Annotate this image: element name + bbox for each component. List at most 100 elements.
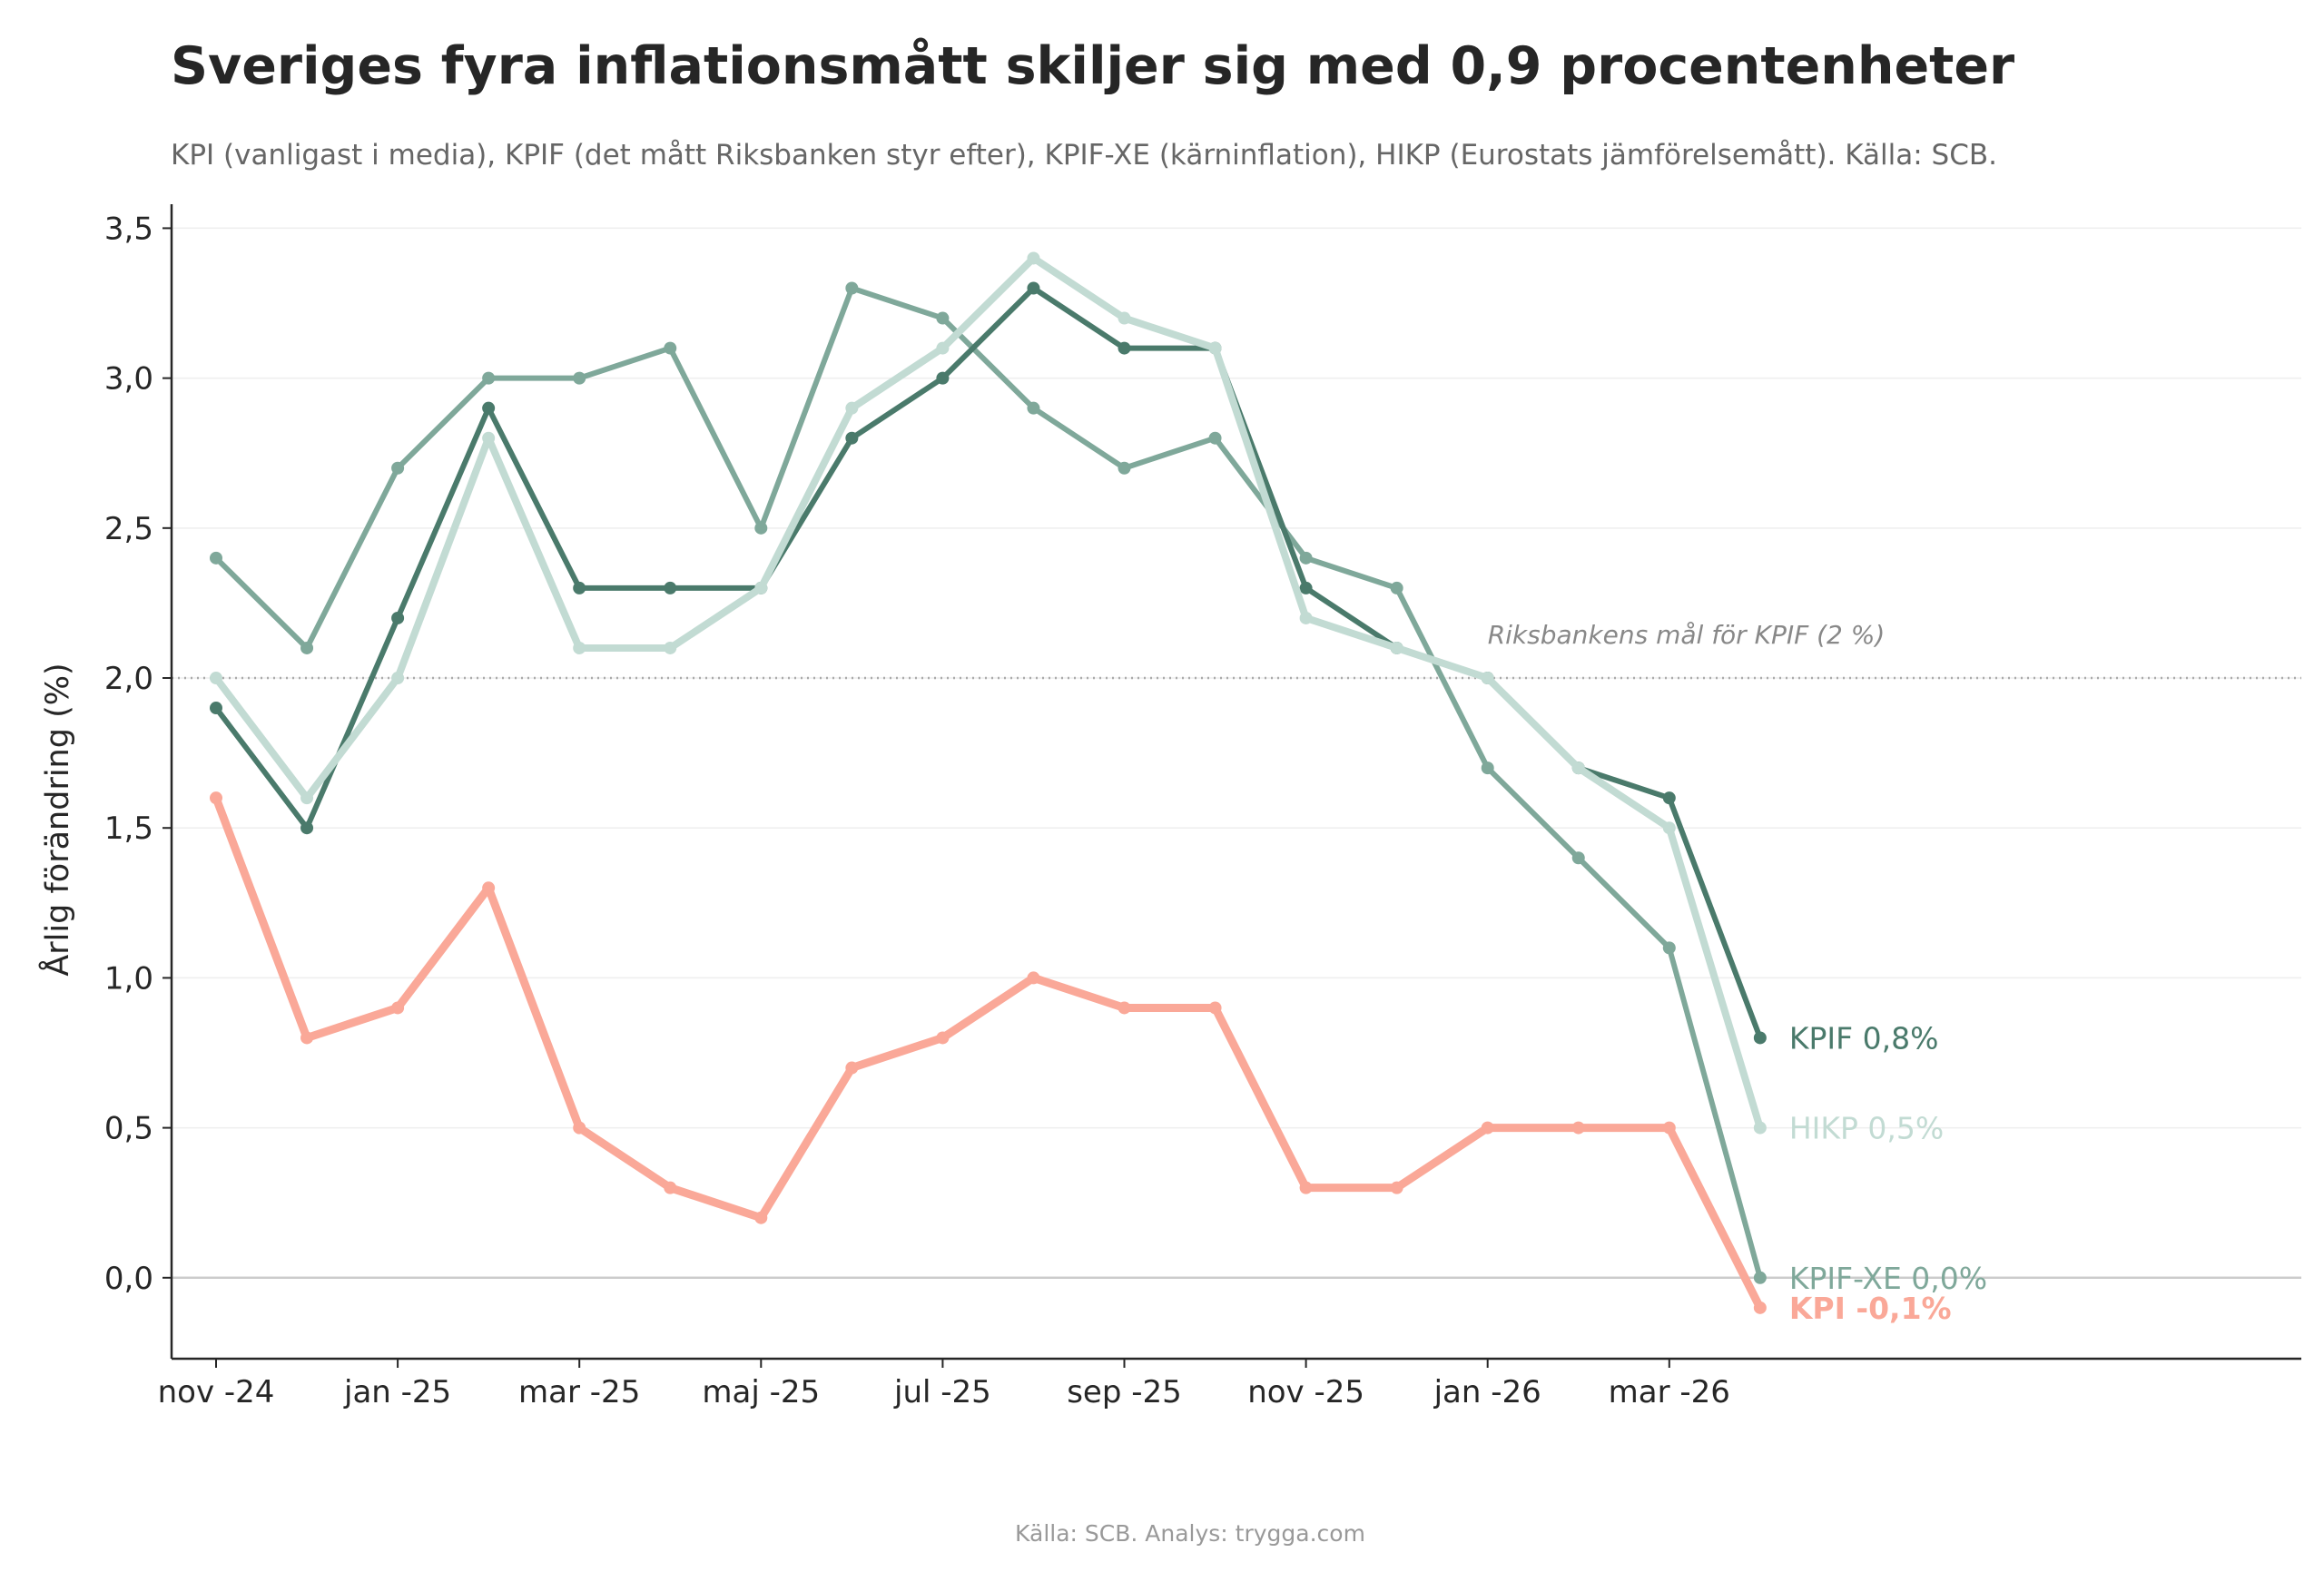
series-kpif-xe xyxy=(210,281,1767,1284)
chart-subtitle: KPI (vanligast i media), KPIF (det mått … xyxy=(171,139,1997,172)
data-point xyxy=(1662,821,1676,835)
data-point xyxy=(482,371,496,385)
data-point xyxy=(482,881,496,895)
data-point xyxy=(482,431,496,445)
data-point xyxy=(1753,1031,1767,1045)
reference-line-group: Riksbankens mål för KPIF (2 %) xyxy=(172,620,2301,680)
data-point xyxy=(664,581,677,594)
data-point xyxy=(936,341,950,355)
data-point xyxy=(1208,431,1222,445)
data-point xyxy=(210,702,222,715)
x-tick-label: jul -25 xyxy=(893,1374,991,1410)
y-tick-label: 3,0 xyxy=(104,361,153,398)
x-tick-label: maj -25 xyxy=(702,1374,820,1410)
data-point xyxy=(210,551,222,565)
chart-title: Sveriges fyra inflationsmått skiljer sig… xyxy=(171,36,2014,96)
data-point xyxy=(1299,1181,1313,1194)
data-point xyxy=(1027,971,1040,985)
x-tick-label: nov -24 xyxy=(158,1374,275,1410)
reference-line-label: Riksbankens mål för KPIF (2 %) xyxy=(1488,620,1886,650)
data-point xyxy=(300,791,314,805)
y-tick-label: 1,5 xyxy=(104,811,153,847)
data-point xyxy=(1390,1181,1403,1194)
series-line xyxy=(213,285,1763,1041)
end-label-hikp: HIKP 0,5% xyxy=(1789,1111,1944,1146)
data-point xyxy=(573,641,586,654)
series-group xyxy=(210,251,1767,1314)
data-point xyxy=(664,641,677,654)
data-point xyxy=(1662,791,1676,805)
series-line xyxy=(212,254,1764,1132)
x-tick-label: sep -25 xyxy=(1067,1374,1182,1410)
data-point xyxy=(845,1061,859,1075)
data-point xyxy=(1027,251,1040,265)
data-point xyxy=(754,521,768,535)
data-point xyxy=(1662,941,1676,955)
data-point xyxy=(1662,1121,1676,1135)
gridlines xyxy=(172,227,2301,1280)
data-point xyxy=(845,401,859,415)
y-tick-label: 0,5 xyxy=(104,1111,153,1147)
data-point xyxy=(1118,1001,1131,1015)
data-point xyxy=(1299,581,1313,594)
x-tick-label: nov -25 xyxy=(1247,1374,1364,1410)
series-hikp xyxy=(210,251,1767,1135)
data-point xyxy=(573,1121,586,1135)
y-tick-label: 2,0 xyxy=(104,661,153,697)
series-kpi xyxy=(210,791,1767,1314)
footer-source: Källa: SCB. Analys: trygga.com xyxy=(1015,1520,1365,1547)
data-point xyxy=(1753,1121,1767,1135)
data-point xyxy=(664,341,677,355)
end-label-kpi: KPI -0,1% xyxy=(1789,1291,1952,1326)
end-label-kpif-xe: KPIF-XE 0,0% xyxy=(1789,1261,1987,1296)
data-point xyxy=(1481,1121,1494,1135)
series-line xyxy=(212,793,1765,1312)
y-tick-label: 1,0 xyxy=(104,960,153,997)
data-point xyxy=(845,281,859,295)
data-point xyxy=(936,1031,950,1045)
x-tick-label: jan -26 xyxy=(1433,1374,1541,1410)
data-point xyxy=(1390,641,1403,654)
data-point xyxy=(210,791,222,805)
data-point xyxy=(1118,311,1131,325)
data-point xyxy=(391,1001,405,1015)
data-point xyxy=(1481,672,1494,685)
data-point xyxy=(391,672,405,685)
data-point xyxy=(1027,281,1040,295)
end-labels: KPIF-XE 0,0% KPIF 0,8% HIKP 0,5% KPI -0,1% xyxy=(1789,1020,1987,1325)
data-point xyxy=(754,581,768,594)
data-point xyxy=(1571,761,1585,775)
data-point xyxy=(1299,611,1313,624)
end-label-kpif: KPIF 0,8% xyxy=(1789,1020,1939,1056)
data-point xyxy=(300,641,314,654)
data-point xyxy=(1208,341,1222,355)
y-tick-label: 2,5 xyxy=(104,511,153,547)
data-point xyxy=(664,1181,677,1194)
data-point xyxy=(573,581,586,594)
data-point xyxy=(1753,1301,1767,1314)
y-tick-label: 0,0 xyxy=(104,1261,153,1297)
series-kpif xyxy=(210,281,1767,1045)
x-tick-label: mar -25 xyxy=(518,1374,640,1410)
data-point xyxy=(210,672,222,685)
data-point xyxy=(300,1031,314,1045)
y-tick-label: 3,5 xyxy=(104,211,153,247)
data-point xyxy=(754,1211,768,1224)
data-point xyxy=(845,431,859,445)
x-tick-label: mar -26 xyxy=(1609,1374,1730,1410)
axes: 0,0 0,5 1,0 1,5 2,0 2,5 3,0 3,5 nov -24 jan -25 ma… xyxy=(104,204,2301,1410)
series-line xyxy=(213,285,1763,1281)
data-point xyxy=(1390,581,1403,594)
data-point xyxy=(1481,761,1494,775)
y-axis-label: Årlig förändring (%) xyxy=(37,663,76,976)
data-point xyxy=(1027,401,1040,415)
data-point xyxy=(391,611,405,624)
data-point xyxy=(391,461,405,475)
data-point xyxy=(1118,461,1131,475)
data-point xyxy=(1753,1271,1767,1284)
data-point xyxy=(1571,1121,1585,1135)
data-point xyxy=(573,371,586,385)
data-point xyxy=(300,821,314,835)
x-tick-label: jan -25 xyxy=(343,1374,451,1410)
